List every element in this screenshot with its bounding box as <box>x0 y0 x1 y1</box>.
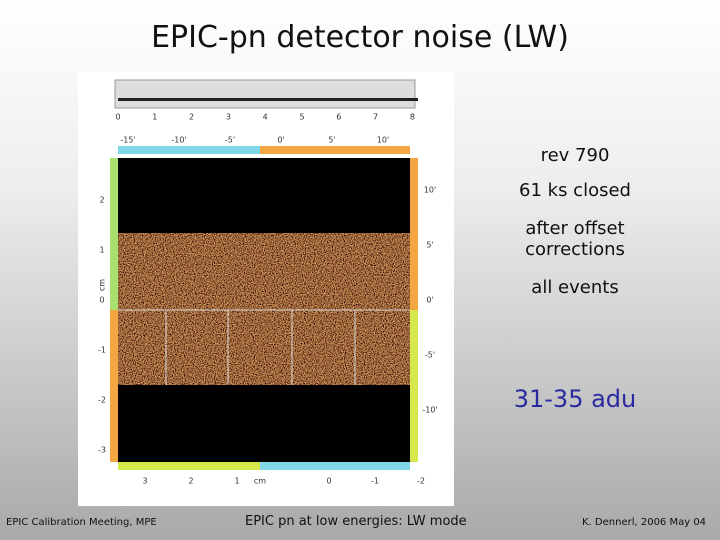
note: 61 ks closed <box>519 180 631 201</box>
right-bar <box>410 310 418 462</box>
top-tick: -5' <box>225 136 235 145</box>
left-tick: -3 <box>98 446 106 455</box>
bottom-tick: 2 <box>188 477 193 486</box>
slide-title: EPIC-pn detector noise (LW) <box>151 20 569 55</box>
footer-left: EPIC Calibration Meeting, MPE <box>6 517 157 528</box>
histogram-bar <box>118 98 418 101</box>
left-tick: 2 <box>99 196 104 205</box>
bottom-tick: -2 <box>417 477 425 486</box>
bottom-tick: 3 <box>142 477 147 486</box>
top-bar <box>260 146 410 154</box>
energy-band: 31-35 adu <box>513 385 637 413</box>
note: all events <box>531 277 619 298</box>
histogram-tick: 8 <box>410 113 415 122</box>
left-tick: -1 <box>98 346 106 355</box>
note: rev 790 <box>540 145 610 166</box>
left-tick: 0 <box>99 296 104 305</box>
right-tick: -10' <box>422 406 437 415</box>
bottom-tick: 1 <box>234 477 239 486</box>
right-tick: 0' <box>426 296 433 305</box>
footer-right: K. Dennerl, 2006 May 04 <box>582 517 707 528</box>
histogram-tick: 7 <box>373 113 378 122</box>
ccd-borders <box>118 309 410 385</box>
left-tick: 1 <box>99 246 104 255</box>
top-tick: 5' <box>328 136 335 145</box>
histogram <box>114 79 416 109</box>
bottom-bar <box>260 462 410 470</box>
histogram-tick: 3 <box>226 113 231 122</box>
detector-noise <box>118 233 410 385</box>
left-bar <box>110 310 118 462</box>
bottom-tick: 0 <box>326 477 331 486</box>
histogram-tick: 4 <box>263 113 268 122</box>
right-tick: 10' <box>424 186 436 195</box>
right-tick: 5' <box>426 241 433 250</box>
top-tick: 0' <box>277 136 284 145</box>
left-unit: cm <box>98 279 107 291</box>
bottom-tick: -1 <box>371 477 379 486</box>
histogram-tick: 1 <box>152 113 157 122</box>
histogram-tick: 0 <box>115 113 120 122</box>
right-tick: -5' <box>425 351 435 360</box>
footer-center: EPIC pn at low energies: LW mode <box>245 514 467 529</box>
top-tick: -10' <box>171 136 186 145</box>
bottom-unit: cm <box>254 477 266 486</box>
top-tick: 10' <box>377 136 389 145</box>
left-tick: -2 <box>98 396 106 405</box>
histogram-tick: 5 <box>299 113 304 122</box>
histogram-tick: 2 <box>189 113 194 122</box>
histogram-tick: 6 <box>336 113 341 122</box>
top-tick: -15' <box>120 136 135 145</box>
note: after offset corrections <box>525 218 625 260</box>
